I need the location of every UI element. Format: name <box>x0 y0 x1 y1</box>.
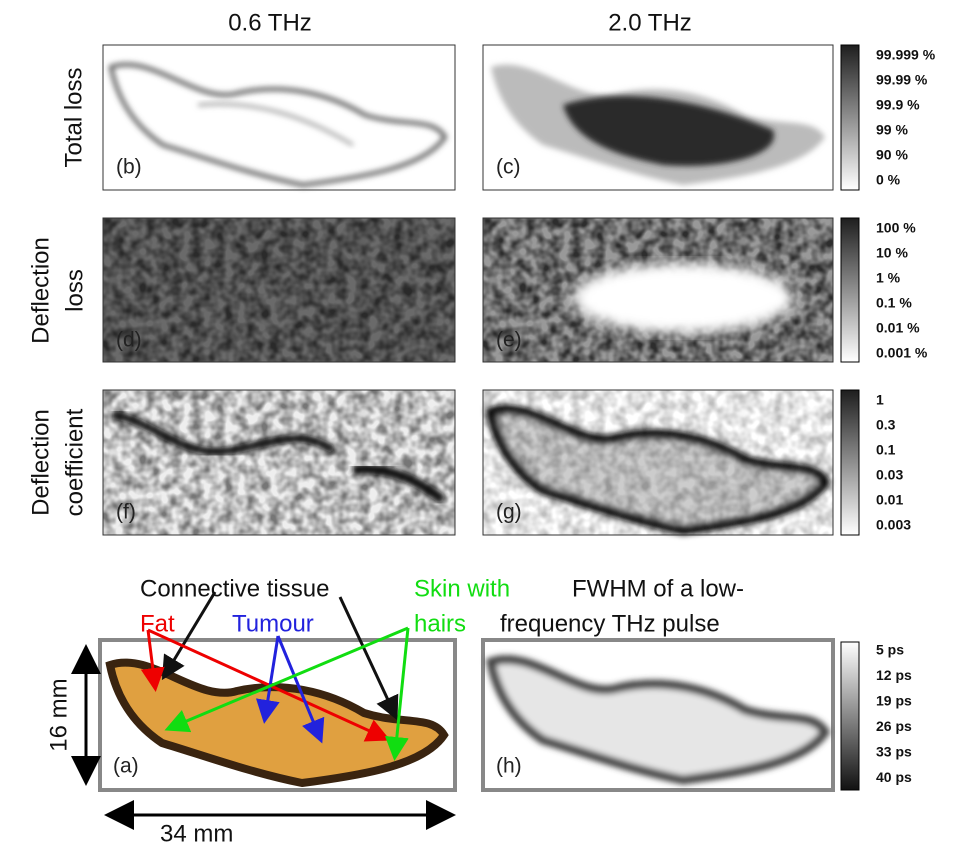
panel-f <box>102 389 456 536</box>
column-title: 0.6 THz <box>228 9 312 36</box>
row-label: loss <box>61 269 88 312</box>
annotation: FWHM of a low- <box>572 575 744 602</box>
colorbar-tick-label: 26 ps <box>876 718 912 734</box>
colorbar-tick-label: 19 ps <box>876 693 912 709</box>
colorbar-tick-label: 99.999 % <box>876 47 936 63</box>
colorbar-tick-label: 0.1 % <box>876 295 912 311</box>
colorbar <box>840 44 860 191</box>
colorbar-tick-label: 33 ps <box>876 744 912 760</box>
panel-letter: (c) <box>496 156 521 179</box>
colorbar-tick-label: 0.003 <box>876 517 911 533</box>
colorbar <box>840 217 860 363</box>
panel-c <box>482 44 834 191</box>
colorbar-tick-label: 90 % <box>876 147 908 163</box>
colorbar-tick-label: 99.99 % <box>876 72 928 88</box>
panel-letter: (e) <box>496 329 522 352</box>
panel-letter: (f) <box>116 501 136 524</box>
annotation: hairs <box>414 610 466 637</box>
colorbars <box>840 44 860 791</box>
annotation: frequency THz pulse <box>500 610 720 637</box>
colorbar-tick-label: 0.01 <box>876 492 903 508</box>
colorbar <box>840 641 860 791</box>
panel-g <box>482 389 834 536</box>
annotation-arrows <box>140 591 410 761</box>
colorbar-tick-label: 0.03 <box>876 467 903 483</box>
scale-label: 34 mm <box>160 820 233 847</box>
colorbar-tick-label: 0.3 <box>876 417 896 433</box>
row-label: Total loss <box>60 67 87 167</box>
labels: 0.6 THz 2.0 THz Total loss (b) (c) 99.999 % 99… <box>27 9 935 847</box>
colorbar-tick-label: 99.9 % <box>876 97 920 113</box>
scale-label: 16 mm <box>45 678 72 751</box>
colorbar-tick-label: 100 % <box>876 220 916 236</box>
panel-letter: (g) <box>496 501 522 524</box>
panel-d <box>102 217 456 363</box>
colorbar-tick-label: 12 ps <box>876 667 912 683</box>
panel-b <box>102 44 456 191</box>
panel-h <box>481 638 835 792</box>
panel-e <box>482 217 834 363</box>
panel-letter: (d) <box>116 329 142 352</box>
panel-letter: (a) <box>113 755 139 778</box>
colorbar-tick-label: 10 % <box>876 245 908 261</box>
annotation: Tumour <box>232 610 314 637</box>
row-label: Deflection <box>27 237 54 344</box>
scale-arrows <box>71 644 456 830</box>
colorbar <box>840 389 860 536</box>
colorbar-tick-label: 5 ps <box>876 642 904 658</box>
row-label: Deflection <box>27 409 54 516</box>
colorbar-tick-label: 0.001 % <box>876 345 928 361</box>
annotation: Fat <box>140 610 175 637</box>
panel-letter: (h) <box>496 755 522 778</box>
annotation: Skin with <box>414 575 510 602</box>
colorbar-tick-label: 0.01 % <box>876 320 920 336</box>
row-label: coefficient <box>61 408 88 516</box>
column-title: 2.0 THz <box>608 9 692 36</box>
annotation: Connective tissue <box>140 575 329 602</box>
colorbar-tick-label: 0 % <box>876 172 901 188</box>
colorbar-tick-label: 99 % <box>876 122 908 138</box>
colorbar-tick-label: 1 % <box>876 270 901 286</box>
colorbar-tick-label: 40 ps <box>876 769 912 785</box>
colorbar-tick-label: 1 <box>876 392 884 408</box>
colorbar-tick-label: 0.1 <box>876 442 896 458</box>
panel-letter: (b) <box>116 156 142 179</box>
